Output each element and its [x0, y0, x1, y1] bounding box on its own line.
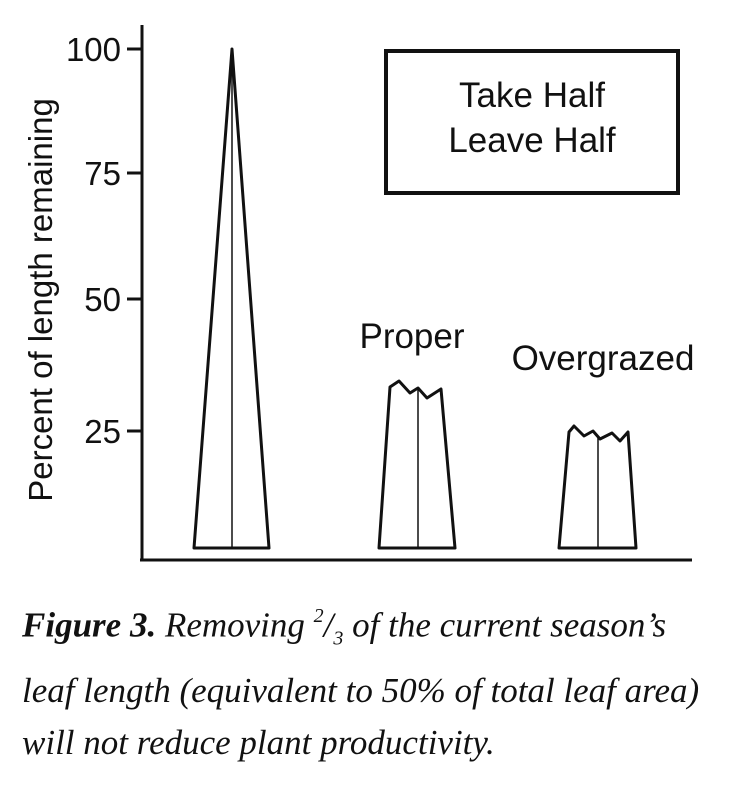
caption-rest: of the current season’s leaf length (equ… — [22, 605, 700, 762]
caption-part1: Removing — [164, 605, 305, 645]
proper-label: Proper — [359, 317, 464, 356]
y-tick-label-25: 25 — [84, 413, 121, 450]
legend-box — [384, 49, 680, 195]
y-tick-label-100: 100 — [66, 31, 121, 68]
caption-denominator: 3 — [333, 627, 344, 650]
y-tick-label-75: 75 — [84, 155, 121, 192]
legend-line-2: Leave Half — [448, 121, 616, 160]
y-axis-title: Percent of length remaining — [22, 98, 59, 502]
y-tick-label-50: 50 — [84, 281, 121, 318]
caption-lead: Figure 3. — [22, 605, 157, 645]
overgrazed-label: Overgrazed — [512, 339, 695, 378]
figure-caption: Figure 3. Removing 2/3 of the current se… — [22, 592, 722, 769]
legend-line-1: Take Half — [459, 76, 605, 115]
caption-slash: / — [323, 605, 334, 645]
caption-numerator: 2 — [313, 605, 324, 627]
proper-leaf-shape — [377, 379, 457, 550]
